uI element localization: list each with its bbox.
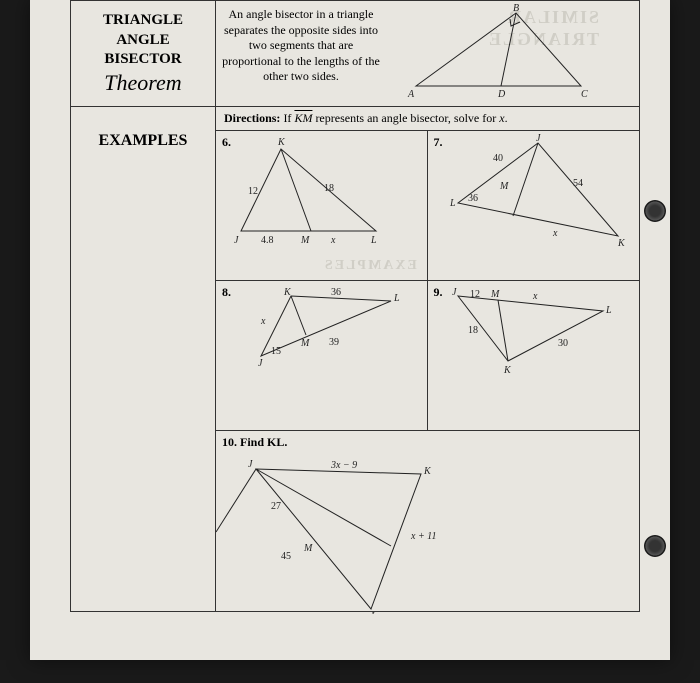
svg-text:12: 12	[470, 289, 480, 300]
theorem-content-cell: SIMILAR TRIANGLE An angle bisector in a …	[216, 1, 639, 106]
ex7-num: 7.	[434, 135, 443, 150]
svg-text:K: K	[423, 466, 432, 477]
ex6-num: 6.	[222, 135, 231, 150]
svg-text:12: 12	[248, 186, 258, 197]
svg-text:18: 18	[324, 183, 334, 194]
vC: C	[581, 89, 588, 100]
svg-text:45: 45	[281, 551, 291, 562]
ex-7: 7. J K L M 40 54 36 x	[428, 131, 640, 281]
examples-grid: EXAMPLES 6. K J L M 12 18 4.8 x	[216, 131, 639, 611]
vD: D	[497, 89, 506, 100]
svg-text:39: 39	[329, 337, 339, 348]
svg-text:J: J	[536, 133, 541, 144]
worksheet-page: TRIANGLE ANGLE BISECTOR Theorem SIMILAR …	[30, 0, 670, 660]
svg-text:30: 30	[558, 338, 568, 349]
ex-9: 9. J L K M 12 x 18 30	[428, 281, 640, 431]
svg-text:J: J	[452, 287, 457, 298]
svg-text:36: 36	[331, 287, 341, 298]
svg-text:M: M	[303, 543, 313, 554]
ex8-num: 8.	[222, 285, 231, 300]
examples-body: Directions: If KM represents an angle bi…	[216, 107, 639, 611]
ex10-num: 10.	[222, 435, 237, 449]
dir-km: KM	[294, 111, 312, 125]
vB: B	[513, 3, 519, 14]
title-line-1: TRIANGLE ANGLE	[77, 11, 209, 50]
svg-text:L: L	[370, 235, 377, 246]
svg-text:M: M	[499, 181, 509, 192]
svg-text:K: K	[283, 287, 292, 298]
svg-text:x: x	[552, 228, 558, 239]
svg-text:K: K	[277, 137, 286, 148]
svg-text:15: 15	[271, 346, 281, 357]
examples-title: EXAMPLES	[99, 131, 188, 152]
svg-text:18: 18	[468, 325, 478, 336]
ex-8: 8. J L K M 36 15 39 x	[216, 281, 428, 431]
ex10-prompt: Find KL.	[240, 435, 287, 449]
directions-label: Directions:	[224, 111, 280, 125]
dir-after: represents an angle bisector, solve for	[312, 111, 499, 125]
theorem-description: An angle bisector in a triangle separate…	[216, 1, 386, 106]
svg-text:L: L	[393, 293, 400, 304]
svg-text:K: K	[617, 238, 626, 249]
ex7-svg: J K L M 40 54 36 x	[428, 131, 638, 271]
dir-before: If	[283, 111, 294, 125]
ex10-label: 10. Find KL.	[216, 431, 639, 454]
ex9-num: 9.	[434, 285, 443, 300]
svg-text:M: M	[490, 289, 500, 300]
title-line-2: BISECTOR	[77, 50, 209, 70]
svg-text:x: x	[330, 235, 336, 246]
binder-hole-1	[644, 200, 666, 222]
theorem-diagram: A B C D	[386, 1, 639, 106]
svg-text:54: 54	[573, 178, 583, 189]
svg-text:36: 36	[468, 193, 478, 204]
svg-text:x + 11: x + 11	[410, 531, 436, 542]
svg-text:L: L	[370, 611, 377, 614]
theorem-row: TRIANGLE ANGLE BISECTOR Theorem SIMILAR …	[71, 1, 639, 107]
svg-text:40: 40	[493, 153, 503, 164]
svg-text:J: J	[234, 235, 239, 246]
directions-row: Directions: If KM represents an angle bi…	[216, 107, 639, 131]
svg-text:K: K	[503, 365, 512, 376]
dir-period: .	[505, 111, 508, 125]
vA: A	[407, 89, 415, 100]
ghost-examples: EXAMPLES	[323, 258, 417, 274]
svg-text:J: J	[258, 358, 263, 369]
theorem-title-cell: TRIANGLE ANGLE BISECTOR Theorem	[71, 1, 216, 106]
title-line-3: Theorem	[77, 70, 209, 96]
ex-10: 10. Find KL. J K L M 3x − 9 27	[216, 431, 639, 611]
theorem-svg: A B C D	[386, 1, 636, 101]
ex9-svg: J L K M 12 x 18 30	[428, 281, 638, 421]
svg-text:L: L	[449, 198, 456, 209]
svg-text:x: x	[532, 291, 538, 302]
svg-text:4.8: 4.8	[261, 235, 274, 246]
svg-text:M: M	[300, 235, 310, 246]
svg-text:L: L	[605, 305, 612, 316]
binder-hole-2	[644, 535, 666, 557]
ex10-svg: J K L M 3x − 9 27 45 x + 11	[216, 454, 636, 614]
svg-text:27: 27	[271, 501, 281, 512]
svg-text:M: M	[300, 338, 310, 349]
content-table: TRIANGLE ANGLE BISECTOR Theorem SIMILAR …	[70, 0, 640, 612]
svg-text:J: J	[248, 459, 253, 470]
svg-text:x: x	[260, 316, 266, 327]
ex6-svg: K J L M 12 18 4.8 x	[216, 131, 426, 271]
ex-6: EXAMPLES 6. K J L M 12 18 4.8 x	[216, 131, 428, 281]
examples-title-cell: EXAMPLES	[71, 107, 216, 611]
svg-text:3x − 9: 3x − 9	[330, 460, 357, 471]
ex8-svg: J L K M 36 15 39 x	[216, 281, 426, 421]
